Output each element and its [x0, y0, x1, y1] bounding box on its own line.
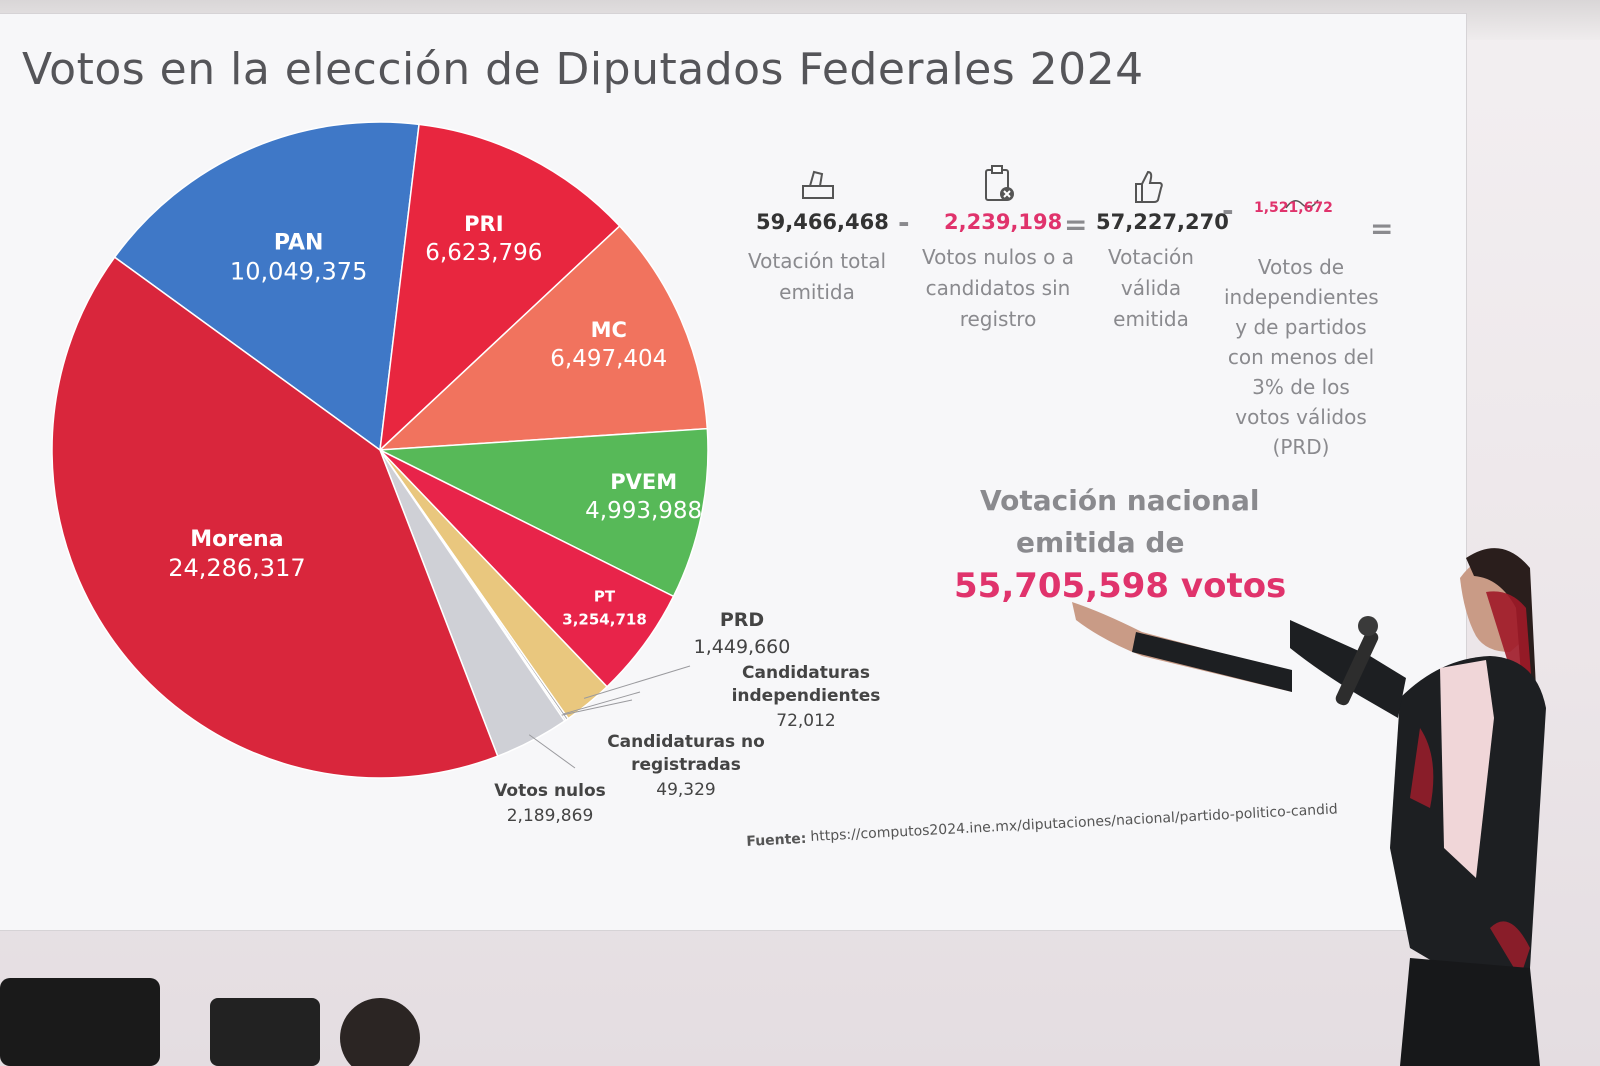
slide-title: Votos en la elección de Diputados Federa… — [22, 44, 1144, 95]
slice-label: Morena — [190, 527, 283, 552]
valid-votes-label: Votación válida emitida — [1108, 245, 1194, 331]
presentation-screen: Votos en la elección de Diputados Federa… — [0, 14, 1466, 930]
slice-value: 10,049,375 — [230, 258, 367, 286]
slice-label: PRI — [464, 212, 503, 236]
slice-value: 1,449,660 — [694, 636, 791, 658]
handwritten-strike-icon — [1284, 194, 1320, 216]
slice-value: 2,189,869 — [507, 806, 594, 826]
slice-label: MC — [591, 318, 627, 342]
leader-line — [563, 691, 641, 715]
equals-operator-1: = — [1064, 208, 1088, 241]
slice-value: 3,254,718 — [562, 610, 646, 628]
national-votes-line2: emitida de — [1016, 526, 1185, 559]
minus-operator-1: - — [898, 206, 910, 239]
slice-value: 6,497,404 — [550, 346, 667, 372]
valid-votes-value: 57,227,270 — [1096, 210, 1229, 234]
pie-slice-pvem — [377, 427, 709, 598]
source-label: Fuente: — [746, 830, 807, 850]
minus-operator-2: - — [1222, 194, 1234, 227]
leader-line — [528, 734, 576, 769]
slice-label: PT — [594, 587, 616, 605]
pie-slice-morena — [51, 256, 499, 779]
pie-slice-pri — [379, 123, 621, 452]
foreground-cameras — [0, 978, 420, 1066]
pie-slices — [51, 121, 709, 779]
independent-votes-label: Votos de independientes y de partidos co… — [1224, 255, 1379, 459]
slice-label: independientes — [732, 686, 881, 706]
null-votes-value: 2,239,198 — [944, 210, 1063, 234]
slice-label: Candidaturas — [742, 663, 870, 683]
slice-label: Candidaturas no — [607, 732, 765, 752]
slice-value: 24,286,317 — [168, 554, 305, 582]
slice-label: registradas — [631, 755, 741, 775]
pie-slice-pan — [113, 121, 420, 452]
null-votes-label: Votos nulos o a candidatos sin registro — [922, 245, 1074, 331]
total-votes-label: Votación total emitida — [747, 249, 887, 304]
national-votes-line1: Votación nacional — [980, 484, 1260, 517]
ballot-box-icon — [800, 166, 836, 206]
independent-votes-value: 1,521,672 — [1254, 200, 1333, 216]
slice-value: 49,329 — [656, 780, 715, 800]
slice-value: 6,623,796 — [425, 240, 542, 266]
leader-line — [561, 699, 633, 716]
equals-operator-2: = — [1370, 212, 1394, 245]
slice-value: 4,993,988 — [585, 498, 702, 524]
slice-label: PAN — [274, 231, 324, 256]
leader-line — [583, 665, 691, 699]
presenter-arm — [1072, 602, 1292, 692]
slice-label: Votos nulos — [494, 781, 606, 801]
slice-value: 72,012 — [776, 711, 835, 731]
slice-label: PVEM — [610, 470, 677, 494]
presenter-figure — [1290, 548, 1546, 1066]
slice-label: PRD — [720, 609, 764, 631]
national-votes-total: 55,705,598 votos — [954, 566, 1287, 606]
thumbs-up-icon — [1132, 170, 1164, 208]
clipboard-cancel-icon — [982, 164, 1016, 208]
label-leader-lines — [528, 665, 691, 769]
total-votes-value: 59,466,468 — [756, 210, 889, 234]
pie-slice-mc — [377, 224, 709, 451]
